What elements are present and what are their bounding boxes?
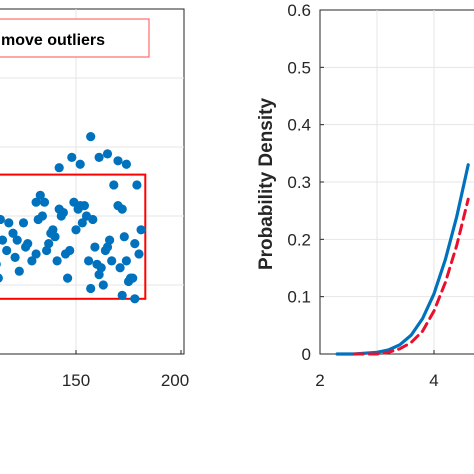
outlier-annotation-box — [0, 18, 150, 58]
scatter-point — [58, 207, 68, 218]
scatter-point — [12, 235, 22, 245]
scatter-point — [31, 197, 41, 207]
scatter-point — [39, 197, 50, 207]
scatter-point — [90, 242, 100, 252]
scatter-point — [96, 263, 106, 273]
scatter-point — [63, 273, 73, 283]
outlier-annotation-text: move outliers — [1, 32, 105, 49]
scatter-point — [37, 211, 48, 221]
scatter-point — [105, 235, 115, 245]
scatter-point — [79, 201, 89, 211]
scatter-point — [86, 283, 96, 294]
scatter-point — [14, 266, 24, 276]
scatter-point — [50, 232, 60, 242]
scatter-x-tick-label: 200 — [161, 371, 189, 390]
scatter-point — [27, 256, 37, 266]
scatter-point — [0, 261, 1, 267]
scatter-point — [109, 180, 119, 190]
scatter-point — [84, 256, 94, 266]
scatter-point — [88, 214, 98, 225]
scatter-point — [75, 159, 85, 169]
density-y-axis-label: Probability Density — [256, 98, 277, 271]
density-y-tick-label: 0.1 — [287, 288, 311, 307]
scatter-points — [0, 132, 146, 304]
density-y-tick-label: 0.6 — [287, 1, 311, 20]
scatter-point — [134, 249, 144, 259]
scatter-point — [77, 218, 87, 228]
scatter-point — [10, 252, 20, 262]
scatter-point — [121, 256, 131, 266]
scatter-point — [0, 273, 3, 283]
scatter-panel: move outliers 150 200 — [0, 8, 189, 390]
scatter-point — [130, 294, 140, 304]
scatter-point — [8, 228, 18, 238]
scatter-point — [115, 263, 125, 273]
density-y-tick-label: 0.5 — [287, 58, 311, 77]
scatter-point — [65, 245, 75, 256]
scatter-point — [94, 270, 104, 280]
scatter-point — [113, 156, 123, 166]
density-y-tick-label: 0.3 — [287, 173, 311, 192]
density-y-tick-label: 0.2 — [287, 230, 311, 249]
scatter-point — [117, 204, 127, 214]
scatter-point — [35, 190, 45, 200]
scatter-x-tick-label: 150 — [62, 371, 90, 390]
density-x-tick-label: 2 — [315, 371, 324, 390]
scatter-point — [18, 218, 29, 228]
scatter-point — [128, 273, 138, 283]
scatter-point — [102, 149, 113, 159]
scatter-point — [2, 245, 12, 256]
density-y-tick-label: 0.4 — [287, 116, 311, 135]
scatter-point — [119, 232, 129, 242]
density-line-dashed — [352, 197, 470, 356]
selection-box[interactable] — [0, 173, 147, 300]
scatter-point — [0, 214, 5, 225]
density-series — [335, 163, 470, 356]
scatter-point — [132, 180, 142, 190]
selection-box-group — [0, 173, 147, 300]
scatter-point — [117, 290, 127, 300]
scatter-point — [98, 280, 108, 290]
scatter-point — [54, 163, 64, 173]
scatter-point — [48, 225, 58, 235]
scatter-point — [4, 218, 14, 228]
scatter-point — [31, 249, 41, 259]
scatter-point — [121, 159, 131, 169]
scatter-point — [102, 242, 113, 252]
scatter-point — [107, 256, 117, 266]
outlier-annotation[interactable]: move outliers — [0, 18, 150, 58]
scatter-point — [86, 132, 96, 142]
scatter-point — [94, 152, 104, 162]
scatter-point — [0, 235, 8, 245]
density-x-tick-label: 4 — [429, 371, 438, 390]
scatter-point — [136, 225, 146, 235]
density-y-tick-label: 0 — [302, 345, 311, 364]
scatter-point — [52, 256, 62, 266]
scatter-point — [130, 239, 140, 249]
scatter-point — [71, 225, 81, 235]
scatter-point — [44, 239, 54, 249]
scatter-point — [67, 152, 77, 162]
scatter-axes-box — [0, 8, 185, 355]
scatter-point — [21, 242, 31, 252]
scatter-point — [42, 245, 52, 256]
scatter-x-ticks: 150 200 — [62, 350, 189, 390]
density-y-ticks: 0 0.1 0.2 0.3 0.4 0.5 0.6 — [287, 1, 324, 364]
